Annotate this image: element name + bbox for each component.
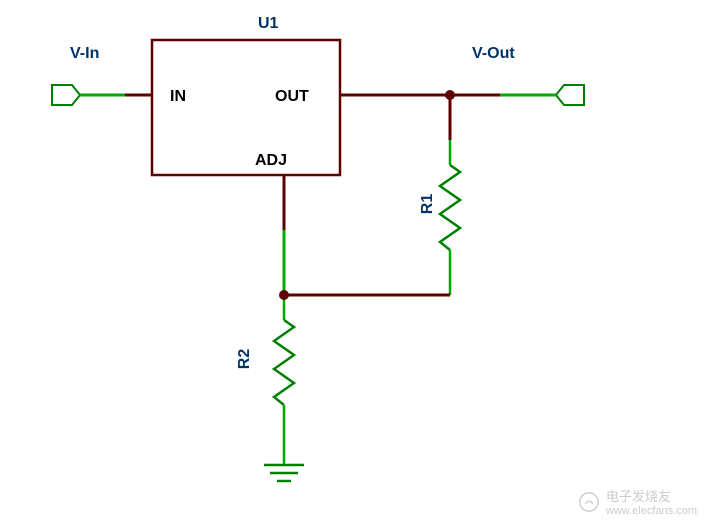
watermark-url: www.elecfans.com: [606, 505, 697, 517]
junction: [445, 90, 455, 100]
r2-label: R2: [236, 349, 254, 369]
watermark-brand: 电子发烧友: [606, 489, 671, 504]
r1-label: R1: [419, 194, 437, 214]
adj-pin-label: ADJ: [255, 152, 287, 170]
vout-port: [556, 85, 584, 105]
u1-label: U1: [258, 15, 278, 33]
circuit-diagram: [0, 0, 707, 525]
junction: [279, 290, 289, 300]
vout-label: V-Out: [472, 45, 515, 63]
r2-body: [274, 320, 294, 405]
watermark-icon: [578, 491, 600, 513]
vin-label: V-In: [70, 45, 99, 63]
vin-port: [52, 85, 80, 105]
r1-body: [440, 165, 460, 250]
out-pin-label: OUT: [275, 88, 309, 106]
watermark: 电子发烧友 www.elecfans.com: [578, 486, 697, 517]
ic-u1: [152, 40, 340, 175]
in-pin-label: IN: [170, 88, 186, 106]
